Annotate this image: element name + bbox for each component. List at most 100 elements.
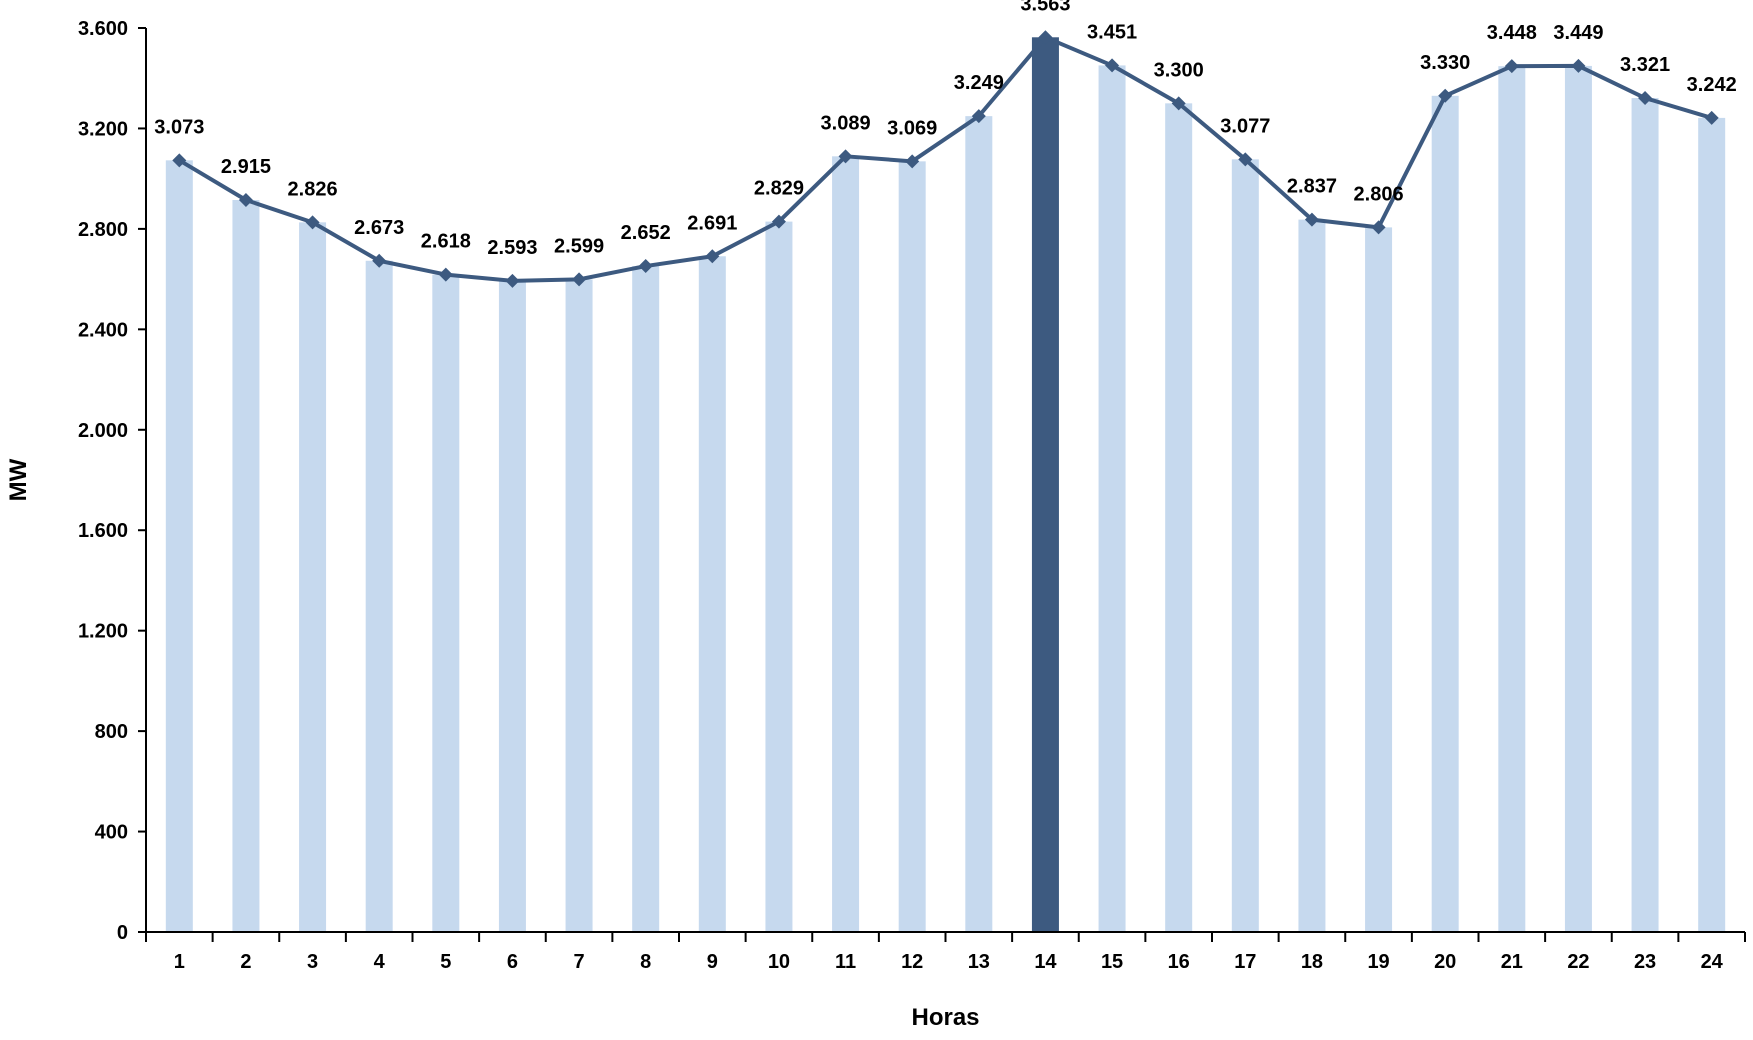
- x-tick-label: 15: [1101, 951, 1123, 973]
- bar-8: [632, 266, 660, 932]
- data-label-10: 2.829: [754, 178, 804, 200]
- x-tick-label: 19: [1367, 951, 1389, 973]
- x-tick-label: 24: [1701, 951, 1724, 973]
- bar-13: [965, 116, 993, 932]
- x-axis-title: Horas: [911, 1004, 979, 1031]
- data-label-6: 2.593: [487, 237, 537, 259]
- data-label-12: 3.069: [887, 117, 937, 139]
- y-tick-label: 1.600: [78, 520, 128, 542]
- x-tick-label: 17: [1234, 951, 1256, 973]
- x-tick-label: 6: [507, 951, 518, 973]
- bar-21: [1498, 66, 1526, 933]
- bar-18: [1298, 219, 1326, 932]
- data-label-1: 3.073: [154, 116, 204, 138]
- data-label-4: 2.673: [354, 217, 404, 239]
- bar-17: [1231, 159, 1259, 932]
- x-tick-label: 2: [240, 951, 251, 973]
- line-marker-5: [438, 267, 453, 282]
- y-ticks-group: 0 400 800 1.200 1.600 2.000 2.400 2.800 3.200 3.6…: [78, 18, 146, 944]
- y-axis-title: MW: [5, 458, 32, 501]
- line-marker-23: [1638, 91, 1653, 106]
- line-marker-7: [572, 272, 587, 287]
- line-marker-19: [1371, 220, 1386, 235]
- data-label-22: 3.449: [1553, 22, 1603, 44]
- line-marker-6: [505, 273, 520, 288]
- y-tick-label: 3.600: [78, 18, 128, 40]
- y-tick-label: 0: [117, 922, 128, 944]
- y-tick-label: 800: [95, 721, 128, 743]
- y-tick-label: 1.200: [78, 621, 128, 643]
- line-marker-2: [238, 193, 253, 208]
- data-label-24: 3.242: [1687, 74, 1737, 96]
- line-marker-22: [1571, 58, 1586, 73]
- x-tick-label: 13: [968, 951, 990, 973]
- bar-14: [1031, 37, 1059, 932]
- line-marker-12: [905, 154, 920, 169]
- data-label-3: 2.826: [288, 178, 338, 200]
- line-marker-1: [172, 153, 187, 168]
- x-ticks-group: 1 2 3 4 5 6 7 8 9 10 11 12 13 14 15 16 17 18 19 20 21 22 23 24: [145, 932, 1746, 973]
- bar-16: [1165, 103, 1193, 933]
- line-marker-8: [638, 259, 653, 274]
- bar-22: [1564, 65, 1592, 932]
- x-tick-label: 4: [374, 951, 386, 973]
- line-series-group: [178, 35, 1713, 283]
- markers-group: [172, 30, 1719, 288]
- line-marker-4: [372, 253, 387, 268]
- data-label-15: 3.451: [1087, 21, 1137, 43]
- bar-19: [1365, 227, 1393, 933]
- bar-20: [1431, 95, 1459, 933]
- line-marker-14: [1038, 30, 1053, 45]
- data-label-7: 2.599: [554, 235, 604, 257]
- y-tick-label: 2.800: [78, 219, 128, 241]
- line-marker-10: [771, 214, 786, 229]
- bar-11: [832, 156, 860, 933]
- bar-10: [765, 221, 793, 932]
- x-tick-label: 18: [1301, 951, 1323, 973]
- x-tick-label: 7: [574, 951, 585, 973]
- data-label-8: 2.652: [621, 222, 671, 244]
- data-label-18: 2.837: [1287, 176, 1337, 198]
- y-tick-label: 3.200: [78, 118, 128, 140]
- line-marker-9: [705, 249, 720, 264]
- line-marker-18: [1304, 212, 1319, 227]
- x-tick-label: 9: [707, 951, 718, 973]
- line-marker-24: [1704, 110, 1719, 125]
- x-tick-label: 3: [307, 951, 318, 973]
- line-marker-20: [1438, 88, 1453, 103]
- line-marker-21: [1504, 59, 1519, 74]
- data-label-20: 3.330: [1420, 52, 1470, 74]
- bar-7: [565, 279, 593, 933]
- bar-9: [698, 256, 726, 932]
- bar-4: [365, 260, 393, 932]
- line-marker-15: [1105, 58, 1120, 73]
- bar-2: [232, 200, 260, 932]
- x-tick-label: 10: [768, 951, 790, 973]
- data-label-14: 3.563: [1020, 0, 1070, 15]
- x-tick-label: 23: [1634, 951, 1656, 973]
- data-label-2: 2.915: [221, 156, 271, 178]
- bar-5: [432, 274, 460, 932]
- x-tick-label: 12: [901, 951, 923, 973]
- bar-15: [1098, 65, 1126, 933]
- bars-group: [165, 37, 1726, 933]
- data-label-19: 2.806: [1354, 183, 1404, 205]
- y-tick-label: 400: [95, 822, 128, 844]
- x-tick-label: 1: [174, 951, 185, 973]
- x-tick-label: 21: [1501, 951, 1523, 973]
- bar-23: [1631, 98, 1659, 932]
- x-tick-label: 8: [640, 951, 651, 973]
- x-tick-label: 16: [1168, 951, 1190, 973]
- line-marker-11: [838, 149, 853, 164]
- data-labels-group: 3.073 2.915 2.826 2.673 2.618 2.593 2.599 2.652…: [154, 0, 1736, 259]
- data-label-11: 3.089: [821, 112, 871, 134]
- line-marker-3: [305, 215, 320, 230]
- x-tick-label: 22: [1567, 951, 1589, 973]
- bar-1: [165, 160, 193, 932]
- x-tick-label: 5: [440, 951, 451, 973]
- line-marker-16: [1171, 96, 1186, 111]
- y-tick-label: 2.000: [78, 420, 128, 442]
- data-label-9: 2.691: [687, 212, 737, 234]
- series-line: [178, 35, 1713, 283]
